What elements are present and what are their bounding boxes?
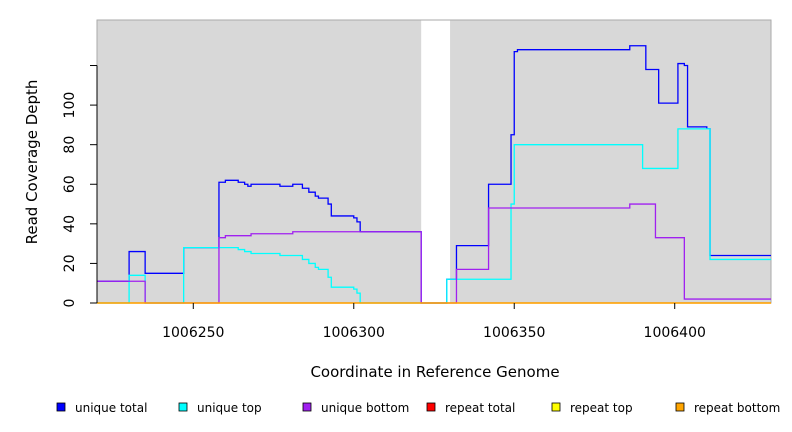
- legend-label: unique bottom: [321, 401, 409, 415]
- legend-swatch: [56, 402, 66, 412]
- legend-item-repeat-top: repeat top: [551, 401, 633, 415]
- legend-item-unique-total: unique total: [56, 401, 147, 415]
- series-line-unique-top: [97, 128, 771, 304]
- plot-area-left: [97, 20, 422, 303]
- y-tick-label: 20: [62, 255, 78, 273]
- x-tick-label: 1006350: [483, 325, 545, 341]
- legend-label: repeat top: [570, 401, 633, 415]
- legend-swatch: [426, 402, 436, 412]
- series-line-unique-bottom: [97, 203, 771, 304]
- legend-swatch: [675, 402, 685, 412]
- axes-layer: 0 20 40 60 80 100 1006250 1006300 1006350 1006400: [62, 65, 706, 341]
- y-axis-title: Read Coverage Depth: [23, 80, 41, 245]
- y-tick-label: 80: [62, 136, 78, 154]
- legend-item-unique-bottom: unique bottom: [302, 401, 409, 415]
- plot-area-right: [450, 20, 771, 303]
- legend-label: unique top: [197, 401, 262, 415]
- series-line-unique-total: [97, 45, 771, 304]
- series-layer: [97, 45, 771, 304]
- legend-label: repeat total: [445, 401, 515, 415]
- legend-item-repeat-total: repeat total: [426, 401, 515, 415]
- legend-label: repeat bottom: [694, 401, 780, 415]
- x-tick-label: 1006400: [644, 325, 706, 341]
- x-tick-label: 1006300: [323, 325, 385, 341]
- legend-swatch: [551, 402, 561, 412]
- legend: unique total unique top unique bottom repea…: [56, 401, 780, 415]
- y-tick-label: 100: [62, 92, 78, 119]
- x-axis-title: Coordinate in Reference Genome: [310, 363, 559, 381]
- x-tick-label: 1006250: [162, 325, 224, 341]
- legend-label: unique total: [75, 401, 147, 415]
- legend-swatch: [302, 402, 312, 412]
- legend-item-unique-top: unique top: [178, 401, 262, 415]
- legend-item-repeat-bottom: repeat bottom: [675, 401, 780, 415]
- plot-background: [96, 19, 772, 304]
- y-tick-label: 40: [62, 215, 78, 233]
- y-tick-label: 60: [62, 175, 78, 193]
- legend-swatch: [178, 402, 188, 412]
- y-tick-label: 0: [62, 299, 78, 308]
